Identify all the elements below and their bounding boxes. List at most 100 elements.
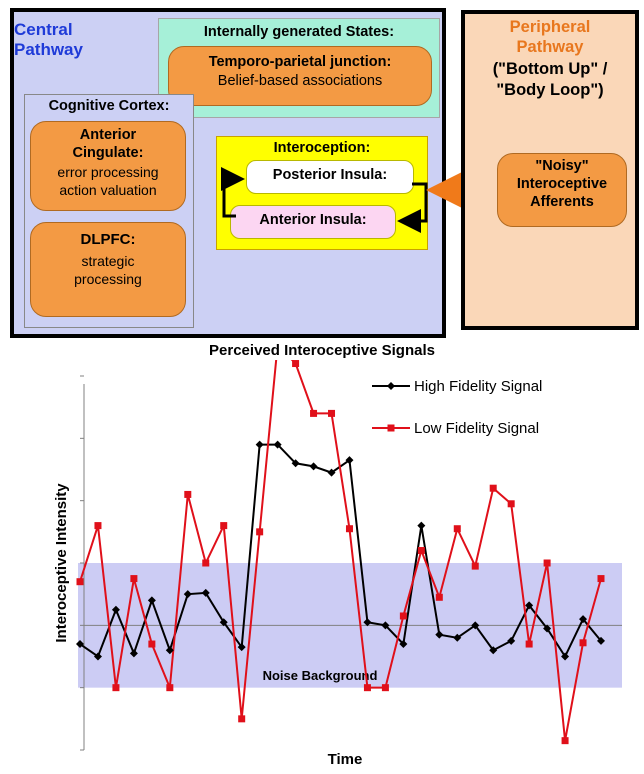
- anterior-cingulate-box: [30, 121, 186, 211]
- high-fidelity-point: [111, 605, 120, 614]
- high-fidelity-point: [273, 440, 282, 449]
- legend-label-low-fidelity: Low Fidelity Signal: [414, 420, 539, 437]
- low-fidelity-point: [148, 640, 156, 648]
- high-fidelity-point: [453, 633, 462, 642]
- low-fidelity-point: [363, 684, 371, 692]
- x-axis-label: Time: [328, 751, 363, 768]
- high-fidelity-point: [255, 440, 264, 449]
- high-fidelity-point: [381, 621, 390, 630]
- cognitive-cortex-title: Cognitive Cortex:: [48, 98, 170, 114]
- low-fidelity-point: [310, 409, 318, 417]
- low-fidelity-point: [597, 575, 605, 583]
- high-fidelity-point: [345, 456, 354, 465]
- insula-loop-arrow-left: [221, 167, 245, 218]
- tpj-box: [168, 46, 432, 106]
- high-fidelity-point: [597, 636, 605, 645]
- anterior-cingulate-desc-line2: action valuation: [59, 182, 157, 198]
- low-fidelity-point: [220, 522, 228, 530]
- high-fidelity-point: [147, 596, 156, 605]
- anterior-insula-label: Anterior Insula:: [259, 212, 367, 228]
- peripheral-pathway-title-line1: Peripheral: [509, 18, 591, 36]
- high-fidelity-point: [399, 640, 408, 649]
- insula-loop-arrow-right: [397, 182, 428, 233]
- high-fidelity-point: [165, 646, 174, 655]
- anterior-insula-box: [230, 205, 396, 239]
- low-fidelity-point: [292, 360, 300, 368]
- high-fidelity-point: [363, 618, 372, 627]
- low-fidelity-point: [184, 490, 192, 498]
- high-fidelity-point: [237, 643, 246, 652]
- internal-states-title: Internally generated States:: [203, 24, 395, 40]
- low-fidelity-point: [471, 562, 479, 570]
- anterior-cingulate-title-line2: Cingulate:: [72, 145, 144, 161]
- anterior-cingulate-desc-line1: error processing: [57, 164, 159, 180]
- low-fidelity-point: [345, 525, 353, 533]
- series-line-low-fidelity: [79, 360, 602, 741]
- low-fidelity-point: [94, 522, 102, 530]
- low-fidelity-point: [507, 500, 515, 508]
- noisy-afferents-line2: Interoceptive: [516, 176, 608, 192]
- low-fidelity-point: [328, 409, 336, 417]
- dlpfc-title: DLPFC:: [80, 231, 136, 248]
- high-fidelity-point: [471, 621, 480, 630]
- high-fidelity-point: [435, 630, 444, 639]
- low-fidelity-point: [202, 559, 210, 567]
- high-fidelity-point: [525, 601, 534, 610]
- peripheral-pathway-subtitle-line2: "Body Loop"): [496, 81, 604, 99]
- high-fidelity-point: [543, 624, 552, 633]
- low-fidelity-point: [561, 737, 569, 745]
- noisy-afferents-box: [497, 153, 627, 227]
- high-fidelity-point: [489, 646, 498, 655]
- legend-marker-high-fidelity: [387, 382, 395, 390]
- low-fidelity-point: [166, 684, 174, 692]
- dlpfc-desc-line2: processing: [74, 271, 142, 287]
- high-fidelity-point: [201, 588, 210, 597]
- chart-title: Perceived Interoceptive Signals: [209, 342, 435, 359]
- posterior-insula-label: Posterior Insula:: [272, 167, 388, 183]
- high-fidelity-point: [183, 590, 192, 599]
- anterior-cingulate-title-line1: Anterior: [79, 127, 137, 143]
- low-fidelity-point: [453, 525, 461, 533]
- tpj-description: Belief-based associations: [217, 73, 383, 89]
- interoceptive-signal-chart: Noise Background High Fidelity Signal Low …: [53, 360, 622, 768]
- y-axis-label: Interoceptive Intensity: [53, 483, 70, 643]
- peripheral-pathway-subtitle-line1: ("Bottom Up" /: [492, 60, 608, 78]
- low-fidelity-point: [417, 547, 425, 555]
- low-fidelity-point: [543, 559, 551, 567]
- dlpfc-box: [30, 222, 186, 317]
- peripheral-pathway-title-line2: Pathway: [516, 38, 584, 56]
- low-fidelity-point: [525, 640, 533, 648]
- low-fidelity-point: [238, 715, 246, 723]
- low-fidelity-point: [399, 612, 407, 620]
- central-pathway-label: Central Pathway: [14, 20, 144, 60]
- low-fidelity-point: [76, 578, 84, 586]
- low-fidelity-point: [579, 639, 587, 647]
- high-fidelity-point: [507, 636, 516, 645]
- high-fidelity-point: [561, 652, 570, 661]
- low-fidelity-point: [112, 684, 120, 692]
- interoception-title: Interoception:: [273, 140, 371, 156]
- high-fidelity-point: [327, 468, 336, 477]
- high-fidelity-point: [219, 618, 228, 627]
- central-pathway-line2: Pathway: [14, 40, 83, 59]
- high-fidelity-point: [129, 649, 138, 658]
- legend-label-high-fidelity: High Fidelity Signal: [414, 378, 542, 395]
- high-fidelity-point: [291, 459, 300, 468]
- low-fidelity-point: [435, 593, 443, 601]
- noise-background-label: Noise Background: [263, 668, 378, 683]
- high-fidelity-point: [93, 652, 102, 661]
- low-fidelity-point: [489, 484, 497, 492]
- high-fidelity-point: [579, 615, 588, 624]
- noisy-afferents-line3: Afferents: [530, 194, 594, 210]
- low-fidelity-point: [256, 528, 264, 536]
- high-fidelity-point: [309, 462, 318, 471]
- high-fidelity-point: [417, 521, 426, 530]
- noisy-afferents-line1: "Noisy": [535, 158, 589, 174]
- central-pathway-line1: Central: [14, 20, 73, 39]
- tpj-title: Temporo-parietal junction:: [208, 54, 392, 70]
- low-fidelity-point: [130, 575, 138, 583]
- posterior-insula-box: [246, 160, 414, 194]
- legend-marker-low-fidelity: [387, 424, 395, 432]
- high-fidelity-point: [76, 640, 84, 649]
- dlpfc-desc-line1: strategic: [81, 253, 135, 269]
